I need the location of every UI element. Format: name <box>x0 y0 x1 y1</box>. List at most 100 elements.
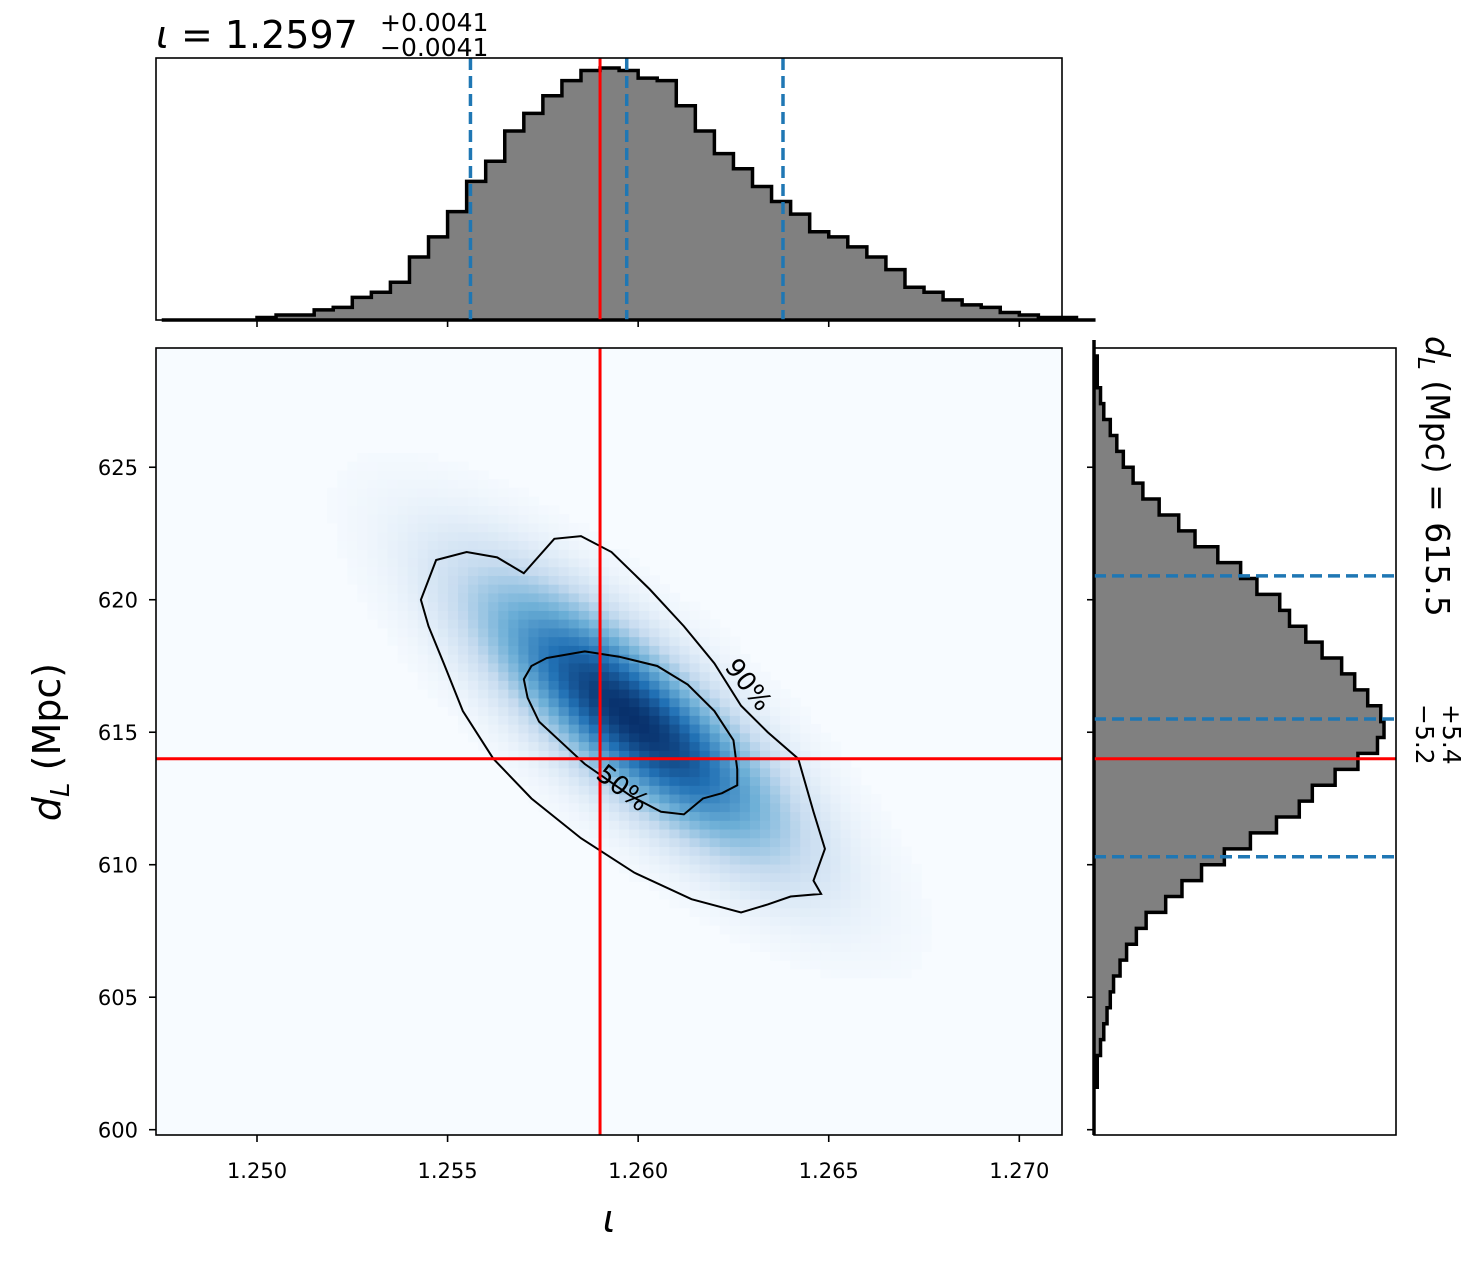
heatmap-cell <box>508 575 519 585</box>
heatmap-cell <box>890 855 902 865</box>
heatmap-cell <box>890 951 902 961</box>
heatmap-cell <box>699 654 711 664</box>
heatmap-cell <box>669 662 681 673</box>
heatmap-cell <box>609 680 620 690</box>
heatmap-cell <box>508 619 519 629</box>
heatmap-cell <box>719 689 731 699</box>
heatmap-cell <box>830 872 842 883</box>
heatmap-cell <box>840 767 852 778</box>
heatmap-cell <box>619 767 630 778</box>
heatmap-cell <box>598 662 610 673</box>
heatmap-cell <box>709 732 721 743</box>
heatmap-cell <box>679 715 691 725</box>
heatmap-cell <box>649 872 660 883</box>
heatmap-cell <box>609 627 620 638</box>
heatmap-cell <box>498 479 509 489</box>
heatmap-cell <box>629 820 640 830</box>
heatmap-cell <box>810 820 821 830</box>
heatmap-cell <box>578 610 590 620</box>
heatmap-cell <box>679 741 691 751</box>
heatmap-cell <box>518 750 530 760</box>
dl-title-text: (Mpc) = <box>1418 370 1457 522</box>
heatmap-cell <box>870 811 882 821</box>
heatmap-cell <box>548 566 560 576</box>
heatmap-cell <box>639 776 650 786</box>
heatmap-cell <box>770 802 781 813</box>
heatmap-cell <box>538 776 550 786</box>
heatmap-cell <box>820 767 832 778</box>
heatmap-cell <box>447 496 459 506</box>
heatmap-cell <box>689 846 701 856</box>
heatmap-cell <box>578 820 590 830</box>
heatmap-cell <box>780 925 791 935</box>
heatmap-cell <box>417 452 429 463</box>
heatmap-cell <box>447 671 459 681</box>
heatmap-cell <box>699 767 711 778</box>
heatmap-cell <box>407 601 419 611</box>
heatmap-cell <box>669 767 681 778</box>
heatmap-cell <box>568 610 580 620</box>
heatmap-cell <box>357 584 368 594</box>
heatmap-cell <box>598 785 610 795</box>
heatmap-cell <box>760 820 771 830</box>
heatmap-cell <box>598 706 610 716</box>
heatmap-cell <box>780 697 791 708</box>
heatmap-cell <box>498 732 509 743</box>
heatmap-cell <box>598 566 610 576</box>
heatmap-cell <box>498 627 509 638</box>
heatmap-cell <box>518 610 530 620</box>
heatmap-cell <box>468 697 479 708</box>
heatmap-cell <box>709 820 721 830</box>
heatmap-cell <box>820 811 832 821</box>
heatmap-cell <box>629 662 640 673</box>
heatmap-cell <box>850 925 862 935</box>
heatmap-cell <box>699 636 711 646</box>
heatmap-cell <box>447 514 459 524</box>
heatmap-cell <box>669 890 681 900</box>
heatmap-cell <box>629 802 640 813</box>
heatmap-cell <box>478 627 489 638</box>
heatmap-cell <box>629 566 640 576</box>
heatmap-cell <box>538 531 550 541</box>
heatmap-cell <box>790 820 801 830</box>
heatmap-cell <box>558 636 570 646</box>
heatmap-cell <box>770 811 781 821</box>
heatmap-cell <box>538 540 550 550</box>
heatmap-cell <box>407 487 419 498</box>
iota-marginal-panel: ι = 1.2597 +0.0041 −0.0041 <box>155 8 1096 327</box>
heatmap-cell <box>488 645 499 655</box>
joint-panel: 50%90% 1.250 1.255 1.260 1.265 1.270 6006056… <box>25 347 1063 1241</box>
heatmap-cell <box>458 470 469 480</box>
heatmap-cell <box>498 724 509 734</box>
heatmap-cell <box>689 872 701 883</box>
heatmap-cell <box>639 855 650 865</box>
heatmap-cell <box>820 820 832 830</box>
heatmap-cell <box>437 645 449 655</box>
heatmap-cell <box>760 671 771 681</box>
heatmap-cell <box>729 820 741 830</box>
y-tick-label-2: 610 <box>98 854 138 878</box>
heatmap-cell <box>598 636 610 646</box>
heatmap-cell <box>739 793 751 804</box>
heatmap-cell <box>739 898 751 909</box>
heatmap-cell <box>588 776 600 786</box>
heatmap-cell <box>417 610 429 620</box>
heatmap-cell <box>357 540 368 550</box>
heatmap-cell <box>800 706 811 716</box>
heatmap-cell <box>417 662 429 673</box>
heatmap-cell <box>518 724 530 734</box>
heatmap-cell <box>558 619 570 629</box>
heatmap-cell <box>447 505 459 515</box>
heatmap-cell <box>538 601 550 611</box>
heatmap-cell <box>598 793 610 804</box>
heatmap-cell <box>790 881 801 891</box>
heatmap-cell <box>588 680 600 690</box>
heatmap-cell <box>558 592 570 603</box>
heatmap-cell <box>749 750 761 760</box>
heatmap-cell <box>437 662 449 673</box>
heatmap-cell <box>387 592 399 603</box>
heatmap-cell <box>377 540 389 550</box>
heatmap-cell <box>729 890 741 900</box>
heatmap-cell <box>880 951 892 961</box>
heatmap-cell <box>508 496 519 506</box>
